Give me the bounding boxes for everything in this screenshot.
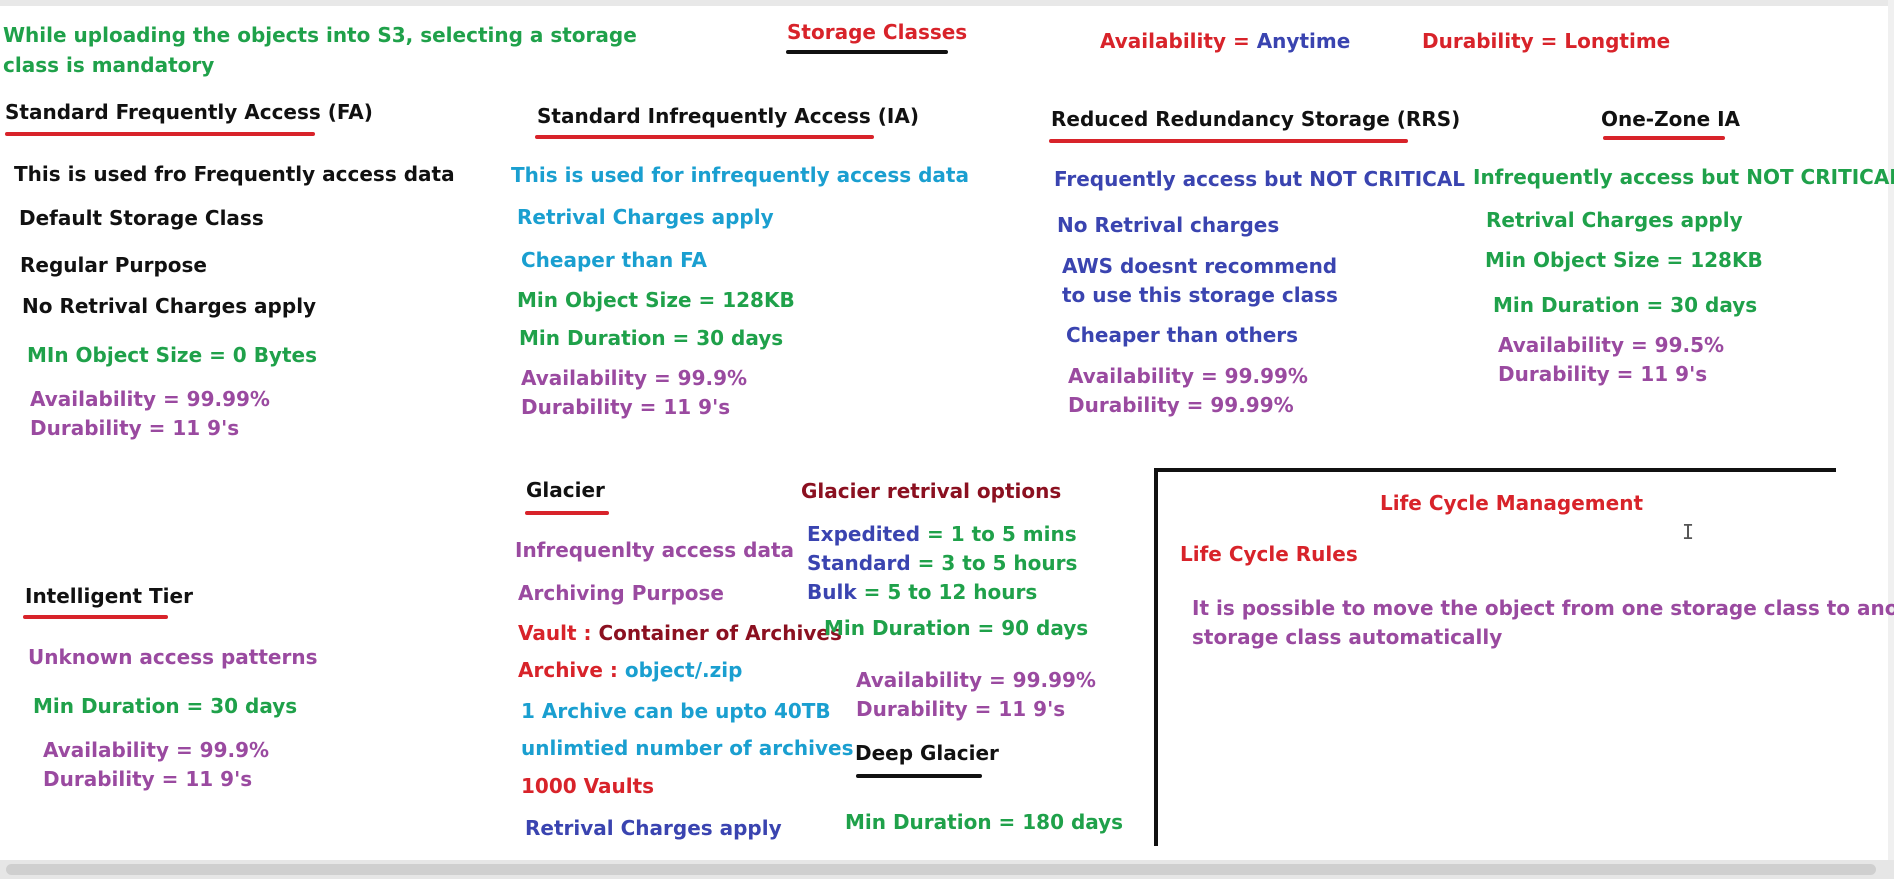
intelligent-durability: Durability = 11 9's xyxy=(43,767,253,791)
rrs-line: to use this storage class xyxy=(1062,283,1338,307)
right-edge xyxy=(1888,0,1894,860)
one-zone-availability: Availability = 99.5% xyxy=(1498,333,1725,357)
deep-glacier-min-duration: Min Duration = 180 days xyxy=(845,810,1124,834)
glacier-line: unlimtied number of archives xyxy=(521,736,854,760)
one-zone-line: Min Duration = 30 days xyxy=(1493,293,1758,317)
upload-note-line-2: class is mandatory xyxy=(3,53,215,77)
glacier-line: Retrival Charges apply xyxy=(525,816,782,840)
bulk-value: = 5 to 12 hours xyxy=(856,580,1038,604)
archive-value: object/.zip xyxy=(624,658,743,682)
glacier-line: 1 Archive can be upto 40TB xyxy=(521,699,831,723)
rrs-line: AWS doesnt recommend xyxy=(1062,254,1338,278)
glacier-archive-line: Archive : object/.zip xyxy=(518,656,742,685)
lifecycle-text-line-1: It is possible to move the object from o… xyxy=(1192,596,1894,620)
durability-label: Durability xyxy=(1422,29,1534,53)
rrs-line: No Retrival charges xyxy=(1057,213,1280,237)
standard-ia-line: Min Object Size = 128KB xyxy=(517,288,795,312)
durability-value: Longtime xyxy=(1564,29,1671,53)
one-zone-heading: One-Zone IA xyxy=(1601,107,1741,131)
availability-definition: Availability = Anytime xyxy=(1100,27,1350,56)
lifecycle-heading: Life Cycle Management xyxy=(1380,491,1643,515)
glacier-heading: Glacier xyxy=(526,478,605,502)
one-zone-underline xyxy=(1603,136,1725,140)
glacier-line: Infrequenlty access data xyxy=(515,538,794,562)
expedited-label: Expedited xyxy=(807,522,921,546)
vault-value: Container of Archives xyxy=(598,621,842,645)
equals-sign: = xyxy=(1540,29,1558,53)
standard-ia-line: This is used for infrequently access dat… xyxy=(511,163,969,187)
text-cursor-icon: I xyxy=(1682,520,1695,544)
equals-sign: = xyxy=(1232,29,1250,53)
durability-definition: Durability = Longtime xyxy=(1422,27,1670,56)
glacier-underline xyxy=(525,511,609,515)
lifecycle-box-top-border xyxy=(1154,468,1836,472)
glacier-availability: Availability = 99.99% xyxy=(856,668,1096,692)
intelligent-underline xyxy=(23,615,168,619)
lifecycle-box-left-border xyxy=(1154,468,1158,846)
title-underline xyxy=(786,50,948,54)
standard-fa-line: Default Storage Class xyxy=(19,206,264,230)
intelligent-availability: Availability = 99.9% xyxy=(43,738,270,762)
deep-glacier-underline xyxy=(856,774,982,778)
standard-label: Standard xyxy=(807,551,911,575)
rrs-durability: Durability = 99.99% xyxy=(1068,393,1294,417)
standard-ia-line: Min Duration = 30 days xyxy=(519,326,784,350)
intelligent-heading: Intelligent Tier xyxy=(25,584,193,608)
glacier-line: Archiving Purpose xyxy=(518,581,724,605)
standard-ia-underline xyxy=(535,135,874,139)
one-zone-line: Min Object Size = 128KB xyxy=(1485,248,1763,272)
page-title: Storage Classes xyxy=(787,20,968,44)
lifecycle-text-line-2: storage class automatically xyxy=(1192,625,1503,649)
availability-label: Availability xyxy=(1100,29,1226,53)
availability-value: Anytime xyxy=(1256,29,1351,53)
bulk-label: Bulk xyxy=(807,580,857,604)
standard-fa-heading: Standard Frequently Access (FA) xyxy=(5,100,373,124)
glacier-durability: Durability = 11 9's xyxy=(856,697,1066,721)
intelligent-line: Min Duration = 30 days xyxy=(33,694,298,718)
rrs-availability: Availability = 99.99% xyxy=(1068,364,1308,388)
deep-glacier-heading: Deep Glacier xyxy=(855,741,999,765)
top-bar xyxy=(0,0,1894,6)
glacier-line: 1000 Vaults xyxy=(521,774,655,798)
scrollbar-thumb[interactable] xyxy=(6,864,1876,875)
lifecycle-rules-heading: Life Cycle Rules xyxy=(1180,542,1358,566)
rrs-heading: Reduced Redundancy Storage (RRS) xyxy=(1051,107,1461,131)
standard-fa-availability: Availability = 99.99% xyxy=(30,387,270,411)
one-zone-line: Infrequently access but NOT CRITICAL xyxy=(1473,165,1894,189)
one-zone-durability: Durability = 11 9's xyxy=(1498,362,1708,386)
glacier-min-duration: Min Duration = 90 days xyxy=(824,616,1089,640)
bulk-line: Bulk = 5 to 12 hours xyxy=(807,578,1037,607)
standard-fa-line: No Retrival Charges apply xyxy=(22,294,317,318)
standard-value: = 3 to 5 hours xyxy=(910,551,1078,575)
standard-line: Standard = 3 to 5 hours xyxy=(807,549,1077,578)
vault-label: Vault : xyxy=(518,621,592,645)
standard-fa-underline xyxy=(5,132,315,136)
standard-ia-durability: Durability = 11 9's xyxy=(521,395,731,419)
archive-label: Archive : xyxy=(518,658,618,682)
rrs-line: Cheaper than others xyxy=(1066,323,1299,347)
standard-ia-heading: Standard Infrequently Access (IA) xyxy=(537,104,919,128)
glacier-vault-line: Vault : Container of Archives xyxy=(518,619,842,648)
standard-fa-durability: Durability = 11 9's xyxy=(30,416,240,440)
glacier-options-heading: Glacier retrival options xyxy=(801,479,1062,503)
expedited-value: = 1 to 5 mins xyxy=(920,522,1077,546)
expedited-line: Expedited = 1 to 5 mins xyxy=(807,520,1077,549)
one-zone-line: Retrival Charges apply xyxy=(1486,208,1743,232)
standard-ia-line: Cheaper than FA xyxy=(521,248,708,272)
rrs-line: Frequently access but NOT CRITICAL xyxy=(1054,167,1466,191)
standard-ia-availability: Availability = 99.9% xyxy=(521,366,748,390)
standard-fa-line: Regular Purpose xyxy=(20,253,207,277)
standard-ia-line: Retrival Charges apply xyxy=(517,205,774,229)
intelligent-line: Unknown access patterns xyxy=(28,645,318,669)
standard-fa-line: This is used fro Frequently access data xyxy=(14,162,455,186)
rrs-underline xyxy=(1049,139,1408,143)
standard-fa-line: MIn Object Size = 0 Bytes xyxy=(27,343,317,367)
upload-note-line-1: While uploading the objects into S3, sel… xyxy=(3,23,637,47)
